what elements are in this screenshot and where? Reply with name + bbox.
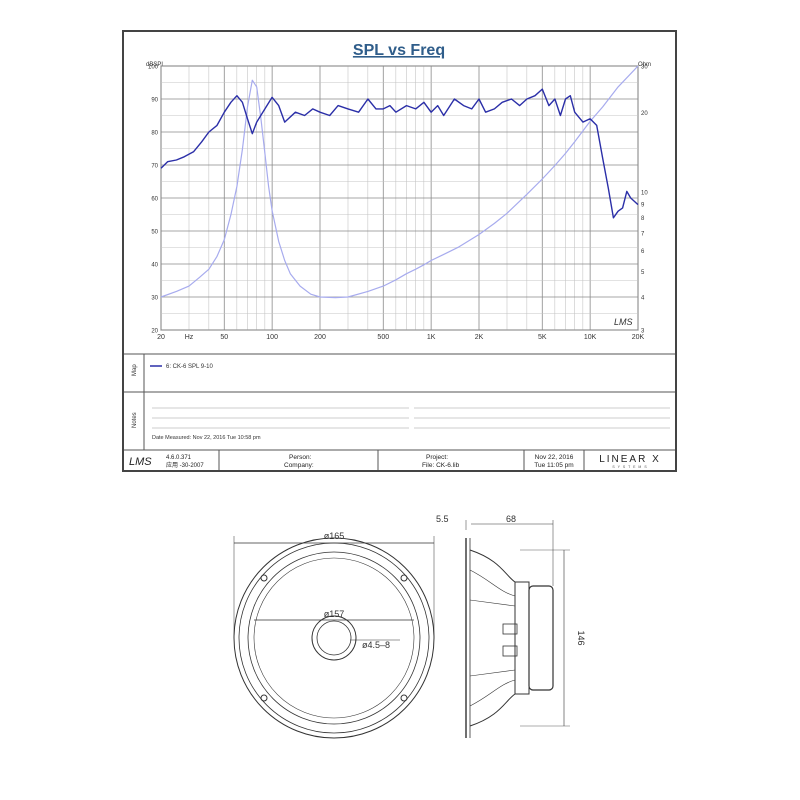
y-right-tick-label: 4 <box>641 296 645 302</box>
y-right-tick-label: 8 <box>641 216 645 222</box>
mount-hole-top-right <box>400 574 408 582</box>
dim-flange-thickness: 5.5 <box>436 514 449 524</box>
notes-lines <box>152 407 670 429</box>
mount-hole-bottom-left <box>260 694 268 702</box>
y-left-tick-label: 90 <box>151 98 158 104</box>
x-tick-label: 500 <box>377 334 389 341</box>
side-basket <box>469 549 516 727</box>
spl-curve <box>160 88 639 219</box>
spl-chart: SPL vs Freq dBSPL Ohm 20 50 100 200 500 1K 2K 5… <box>124 42 675 470</box>
footer-version: 4.6.0.371 <box>166 455 192 461</box>
front-inner-frame <box>238 542 430 734</box>
front-outer-frame <box>233 537 435 739</box>
footer-project-label: Project: <box>426 454 448 461</box>
x-tick-label: 100 <box>266 334 278 341</box>
y-right-tick-label: 7 <box>641 231 645 237</box>
footer-time: Tue 11:05 pm <box>534 462 573 469</box>
front-cone-edge <box>253 557 415 719</box>
x-tick-label: 20 <box>157 334 165 341</box>
grid-lines <box>160 65 639 331</box>
y-left-tick-label: 20 <box>151 329 158 335</box>
footer-lms-logo: LMS <box>129 456 152 468</box>
x-unit-label: Hz <box>185 334 194 341</box>
y-right-tick-label: 20 <box>641 111 648 117</box>
y-right-tick-label: 9 <box>641 203 645 209</box>
mount-hole-top-left <box>260 574 268 582</box>
y-left-tick-label: 40 <box>151 263 158 269</box>
footer-brand: LINEAR X <box>599 454 661 465</box>
x-tick-label: 20K <box>632 334 645 341</box>
front-surround <box>247 551 421 725</box>
map-section-label: Map <box>132 364 138 376</box>
y-right-tick-label: 5 <box>641 270 645 276</box>
lms-watermark: LMS <box>614 317 633 327</box>
x-tick-label: 1K <box>427 334 436 341</box>
x-tick-label: 50 <box>220 334 228 341</box>
dust-cap-outer <box>311 615 357 661</box>
dim-hole-diameter: ø4.5–8 <box>362 640 390 650</box>
footer-person-label: Person: <box>289 454 312 461</box>
x-tick-label: 200 <box>314 334 326 341</box>
dim-depth: 68 <box>506 514 516 524</box>
footer-company-label: Company: <box>284 462 314 469</box>
y-left-tick-label: 50 <box>151 230 158 236</box>
x-tick-label: 2K <box>475 334 484 341</box>
mount-hole-bottom-right <box>400 694 408 702</box>
x-tick-label: 5K <box>538 334 547 341</box>
map-series-entry: 6: CK-6 SPL 9-10 <box>166 364 213 370</box>
dim-height: 146 <box>576 630 586 645</box>
dust-cap-inner <box>316 620 352 656</box>
y-left-unit: dBSPL <box>146 62 165 68</box>
footer-brand-sub: S Y S T E M S <box>612 465 647 469</box>
y-right-tick-label: 10 <box>641 190 648 196</box>
measurement-sheet: SPL vs Freq dBSPL Ohm 20 50 100 200 500 1K 2K 5… <box>122 30 677 472</box>
footer-file-label: File: CK-6.lib <box>422 462 460 469</box>
x-tick-label: 10K <box>584 334 597 341</box>
speaker-drawing: ø165 ø157 ø4.5–8 5.5 68 146 <box>233 514 586 739</box>
chart-title: SPL vs Freq <box>353 42 445 59</box>
terminal-bottom <box>502 645 518 657</box>
y-left-tick-label: 60 <box>151 197 158 203</box>
footer-date-line: 应用 -30-2007 <box>166 461 204 469</box>
dim-outer-diameter: ø165 <box>324 531 345 541</box>
series-layer <box>160 65 639 299</box>
y-right-tick-label: 6 <box>641 249 645 255</box>
dim-inner-diameter: ø157 <box>324 609 345 619</box>
impedance-curve <box>160 65 639 299</box>
y-left-tick-label: 70 <box>151 164 158 170</box>
y-right-tick-label: 3 <box>641 329 645 335</box>
y-right-tick-label: 30 <box>641 65 648 71</box>
y-left-tick-label: 80 <box>151 131 158 137</box>
y-left-tick-label: 30 <box>151 296 158 302</box>
side-magnet-plate <box>514 581 530 695</box>
notes-section-label: Notes <box>132 412 138 428</box>
side-magnet <box>528 585 554 691</box>
footer-date: Nov 22, 2016 <box>535 454 574 461</box>
date-measured: Date Measured: Nov 22, 2016 Tue 10:58 pm <box>152 435 261 441</box>
terminal-top <box>502 623 518 635</box>
tick-labels: 20 50 100 200 500 1K 2K 5K 10K 20K Hz 20 30 40 50 60 70 8… <box>148 65 648 342</box>
y-right-unit: Ohm <box>638 62 651 68</box>
y-left-tick-label: 100 <box>148 65 159 71</box>
